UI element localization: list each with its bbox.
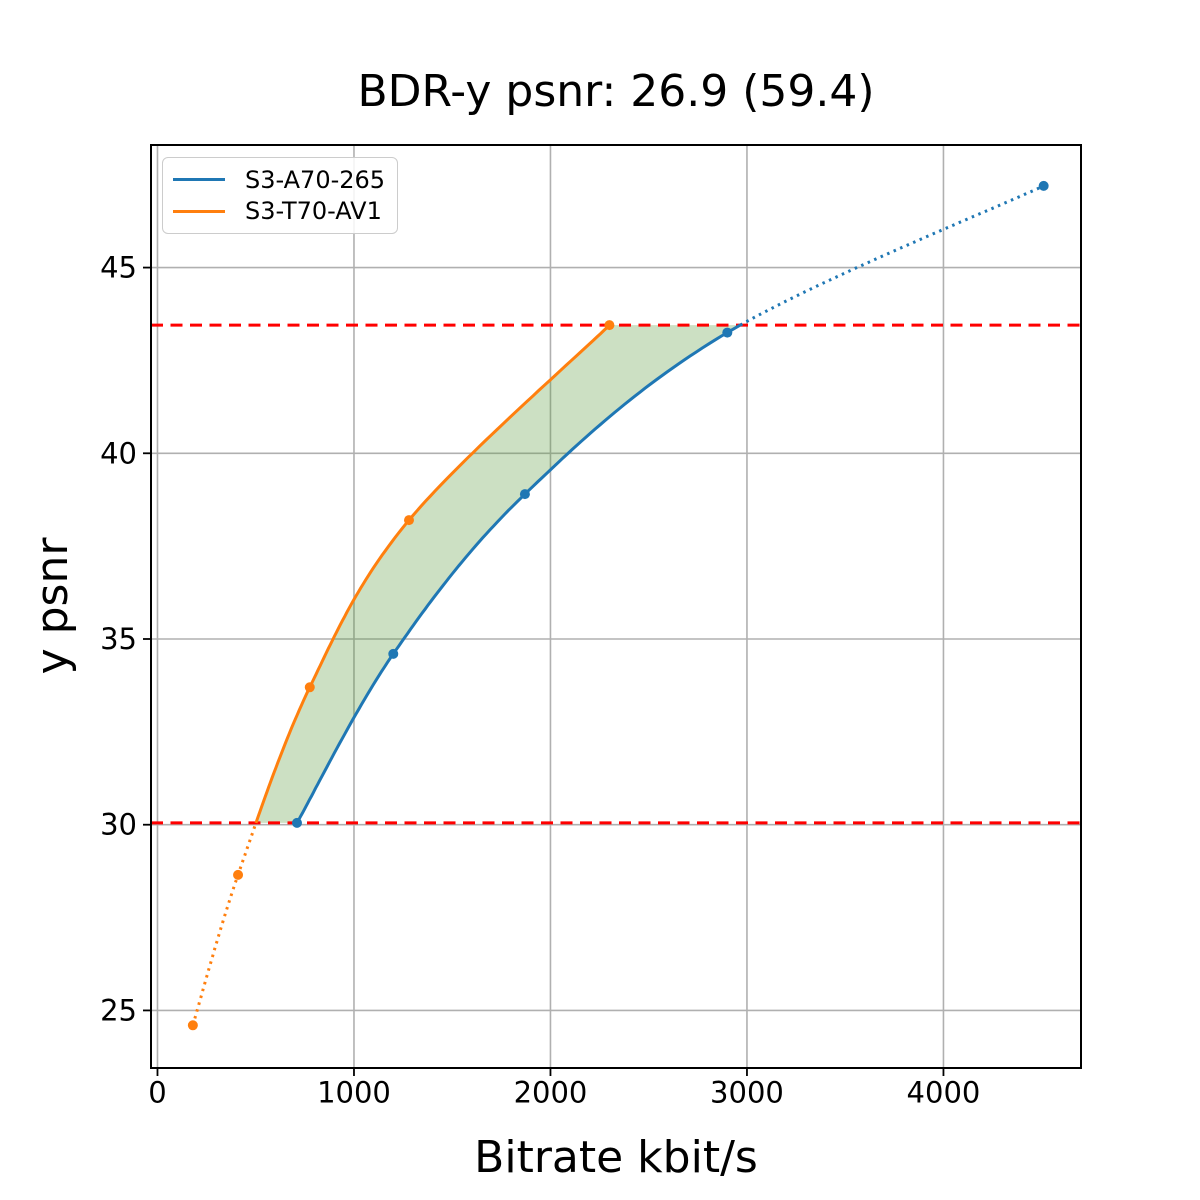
- x-tick-label: 1000: [317, 1076, 391, 1110]
- data-point-marker: [291, 817, 302, 828]
- legend-item-label: S3-T70-AV1: [245, 197, 382, 226]
- series-curve-dotted: [739, 184, 1045, 327]
- series-curve-dotted: [191, 822, 258, 1026]
- x-tick-label: 0: [148, 1076, 166, 1110]
- x-tick-label: 2000: [514, 1076, 588, 1110]
- y-tick-label: 35: [100, 622, 137, 656]
- legend-item-label: S3-A70-265: [245, 165, 386, 194]
- y-tick-label: 30: [100, 808, 137, 842]
- x-axis-label: Bitrate kbit/s: [474, 1132, 758, 1183]
- x-tick-label: 3000: [710, 1076, 784, 1110]
- data-point-marker: [304, 682, 315, 693]
- y-tick-label: 45: [100, 251, 137, 285]
- chart-title: BDR-y psnr: 26.9 (59.4): [357, 66, 875, 117]
- legend-item: S3-T70-AV1: [173, 199, 387, 223]
- y-tick-label: 25: [100, 993, 137, 1027]
- data-point-marker: [722, 327, 733, 338]
- data-point-marker: [187, 1020, 198, 1031]
- data-point-marker: [403, 515, 414, 526]
- series-curve-solid: [295, 323, 741, 824]
- data-point-marker: [233, 869, 244, 880]
- y-axis-label: y psnr: [27, 537, 78, 675]
- legend-line-swatch: [173, 178, 225, 182]
- bd-overlap-shaded-area: [256, 325, 741, 823]
- data-point-marker: [519, 489, 530, 500]
- data-point-marker: [1038, 180, 1049, 191]
- plot-border: [150, 144, 1082, 1069]
- x-tick-label: 4000: [907, 1076, 981, 1110]
- legend-item: S3-A70-265: [173, 168, 387, 192]
- data-point-marker: [388, 648, 399, 659]
- data-point-marker: [604, 320, 615, 331]
- y-tick-label: 40: [100, 436, 137, 470]
- series-curve-solid: [254, 324, 611, 824]
- legend: S3-A70-265 S3-T70-AV1: [162, 157, 398, 234]
- legend-line-swatch: [173, 209, 225, 213]
